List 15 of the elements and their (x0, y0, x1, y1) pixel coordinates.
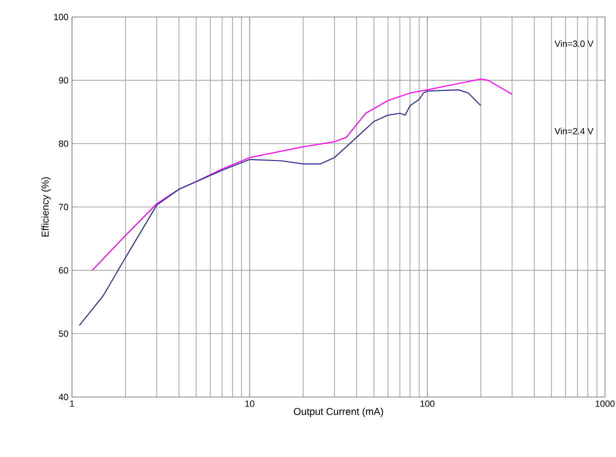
text: Vin=2.4 V (554, 128, 594, 134)
y-axis-title: Efficiency (%) (41, 177, 51, 237)
x-tick-label: 1 (70, 400, 74, 407)
y-tick-label: 80 (58, 140, 68, 147)
x-tick-label: 100 (420, 400, 434, 407)
y-tick-label: 50 (58, 330, 68, 337)
y-tick-label: 70 (58, 204, 68, 210)
y-tick-label: 60 (58, 267, 68, 274)
x-axis-title: Output Current (mA) (294, 408, 383, 417)
x-tick-label: 10 (245, 400, 254, 407)
text: Vin=3.0 V (554, 40, 594, 47)
y-tick-label: 100 (54, 14, 68, 20)
y-tick-label: 40 (58, 394, 68, 400)
x-tick-label: 1000 (596, 400, 615, 407)
y-tick-label: 90 (58, 77, 68, 84)
